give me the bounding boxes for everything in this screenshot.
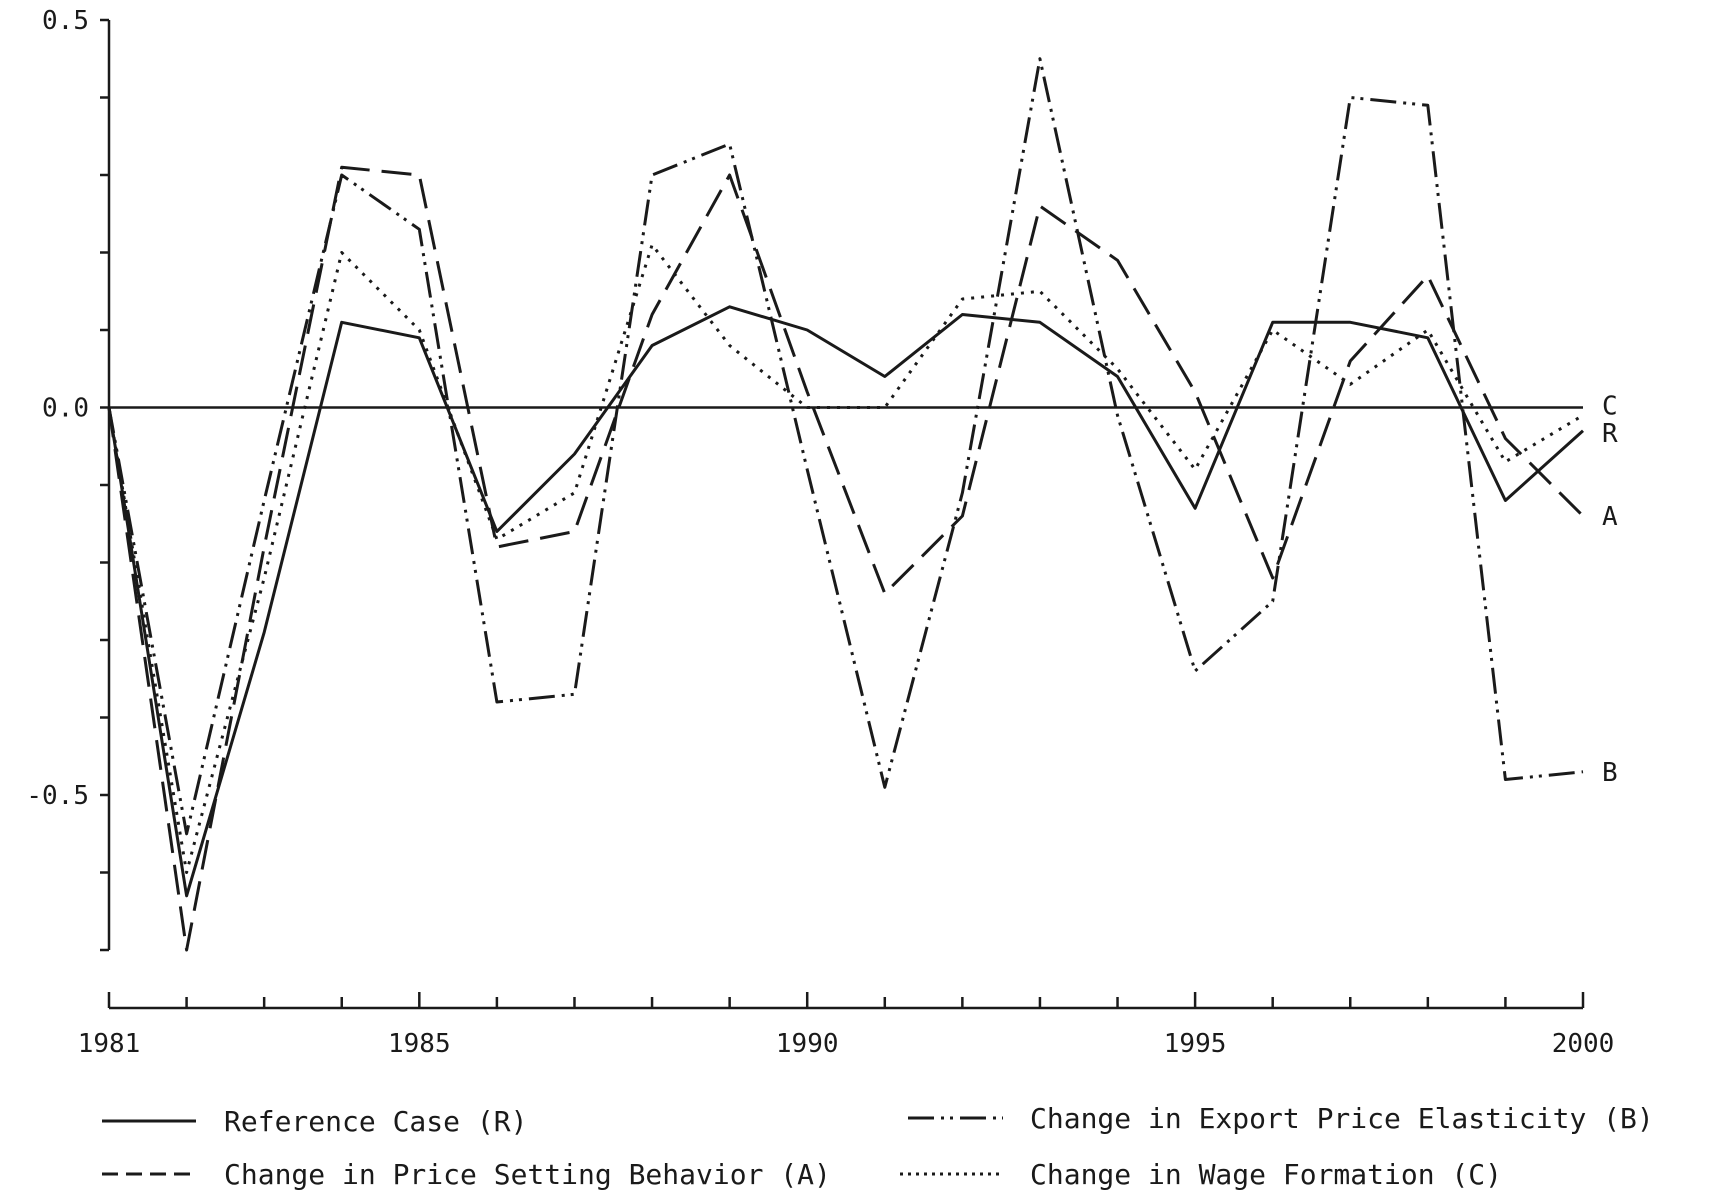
series-line-r: [107, 305, 1585, 898]
legend-label-r: Reference Case (R): [224, 1105, 527, 1138]
legend-label-b: Change in Export Price Elasticity (B): [1030, 1102, 1654, 1135]
series-line-c: [107, 243, 1584, 874]
x-tick-label: 1981: [78, 1029, 141, 1059]
legend-label-c: Change in Wage Formation (C): [1030, 1158, 1502, 1191]
legend: Reference Case (R) Change in Price Settin…: [102, 1102, 1654, 1191]
y-tick-label: -0.5: [26, 781, 89, 811]
axes: 0.5 0.0 -0.5 1981 1985 1990 1995 2000: [26, 6, 1614, 1059]
x-tick-label: 2000: [1552, 1029, 1615, 1059]
series-line-a: [107, 165, 1585, 952]
series-layer: [107, 57, 1585, 952]
series-end-label-a: A: [1602, 502, 1618, 532]
series-end-label-r: R: [1602, 419, 1618, 449]
legend-label-a: Change in Price Setting Behavior (A): [224, 1158, 831, 1191]
x-tick-label: 1995: [1164, 1029, 1227, 1059]
y-tick-label: 0.0: [42, 394, 89, 424]
series-end-labels: R A B C: [1602, 392, 1618, 788]
series-end-label-c: C: [1602, 392, 1618, 422]
x-tick-label: 1985: [388, 1029, 451, 1059]
series-end-label-b: B: [1602, 758, 1618, 788]
y-tick-label: 0.5: [42, 6, 89, 36]
series-line-b: [107, 57, 1584, 836]
x-tick-label: 1990: [776, 1029, 839, 1059]
